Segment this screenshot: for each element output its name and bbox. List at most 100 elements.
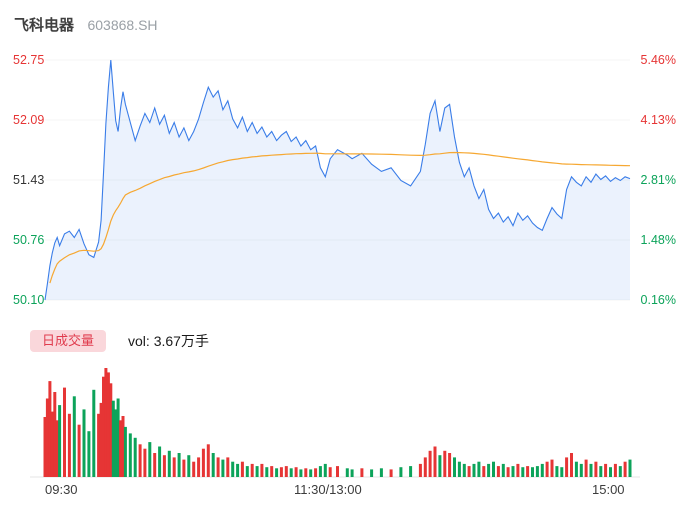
volume-bar <box>433 446 437 477</box>
average-price-line <box>49 151 631 284</box>
volume-bar <box>240 461 244 477</box>
volume-bar <box>128 433 132 477</box>
volume-bar <box>328 467 332 477</box>
volume-bar <box>531 467 534 477</box>
volume-bar <box>284 466 288 477</box>
volume-bar <box>111 400 115 477</box>
volume-bar <box>560 467 564 477</box>
volume-bar <box>289 468 293 477</box>
volume-bar <box>87 431 91 477</box>
volume-bar <box>487 463 491 477</box>
volume-bar <box>545 461 549 477</box>
volume-bar <box>143 448 147 477</box>
volume-bar <box>345 468 349 477</box>
volume-bar <box>467 466 471 477</box>
volume-bar <box>138 444 142 477</box>
volume-bar <box>594 461 598 477</box>
volume-bar <box>336 466 339 477</box>
percent-axis-label: 4.13% <box>640 113 676 127</box>
volume-bar <box>206 444 210 477</box>
volume-bar <box>104 368 108 477</box>
volume-bar <box>604 463 608 477</box>
volume-bar <box>77 424 81 477</box>
volume-bar <box>102 376 105 477</box>
time-label-open: 09:30 <box>45 482 78 497</box>
volume-bar <box>116 398 120 477</box>
volume-bar <box>496 466 500 477</box>
volume-bar <box>231 461 235 477</box>
volume-bar <box>162 455 166 477</box>
volume-bar <box>565 457 569 477</box>
volume-legend-pill[interactable]: 日成交量 <box>30 330 107 352</box>
volume-bar <box>275 468 279 477</box>
volume-bar <box>67 413 71 477</box>
volume-bar <box>97 413 101 477</box>
volume-bar <box>58 405 62 477</box>
volume-bar <box>245 466 249 477</box>
percent-axis-label: 5.46% <box>640 53 676 67</box>
volume-bar <box>55 420 59 477</box>
volume-bar <box>399 467 403 477</box>
percent-axis-label: 2.81% <box>640 173 676 187</box>
volume-bar <box>216 457 220 477</box>
volume-bar <box>119 420 123 477</box>
volume-chart[interactable] <box>0 360 686 485</box>
volume-bar <box>482 466 486 477</box>
price-line <box>44 59 631 301</box>
volume-bar <box>121 416 125 477</box>
volume-bar <box>265 467 269 477</box>
volume-bar <box>418 463 422 477</box>
volume-bar <box>521 467 525 477</box>
volume-bar <box>304 468 308 477</box>
price-axis-label: 50.10 <box>13 293 45 307</box>
price-axis-label: 52.75 <box>13 53 45 67</box>
price-axis-label: 50.76 <box>13 233 45 247</box>
volume-bar <box>516 463 520 477</box>
volume-bar <box>45 398 49 477</box>
volume-bar <box>409 466 413 477</box>
percent-axis-label: 0.16% <box>640 293 676 307</box>
volume-bar <box>153 453 157 477</box>
volume-bar <box>148 442 152 477</box>
volume-bar <box>453 457 456 477</box>
volume-bar <box>379 468 383 477</box>
stock-name: 飞科电器 <box>14 17 75 34</box>
volume-bar <box>43 417 47 477</box>
volume-bar <box>167 450 171 477</box>
volume-bar <box>236 463 240 477</box>
volume-bar <box>109 383 113 477</box>
volume-bar <box>53 392 57 477</box>
volume-bar <box>535 466 539 477</box>
volume-bar <box>318 466 322 477</box>
price-chart[interactable] <box>0 0 686 330</box>
volume-bar <box>72 396 76 477</box>
price-axis-label: 52.09 <box>13 113 45 127</box>
volume-bar <box>526 466 530 477</box>
volume-bar <box>99 402 103 477</box>
volume-bar <box>221 459 225 477</box>
volume-bar <box>82 409 86 477</box>
volume-bar <box>550 459 554 477</box>
volume-bar <box>114 409 118 477</box>
volume-bar <box>172 457 176 477</box>
volume-bar <box>187 455 191 477</box>
volume-bar <box>255 466 259 477</box>
volume-bar <box>423 457 427 477</box>
volume-bar <box>226 457 230 477</box>
volume-bar <box>462 463 466 477</box>
volume-bar <box>501 463 505 477</box>
volume-bar <box>477 461 481 477</box>
volume-bar <box>192 461 196 477</box>
volume-bar <box>511 466 515 477</box>
time-label-midday: 11:30/13:00 <box>294 482 362 497</box>
volume-bar <box>370 469 374 477</box>
volume-bar <box>177 453 181 477</box>
volume-bar <box>50 411 54 477</box>
volume-bar <box>270 466 274 477</box>
volume-bar <box>260 463 264 477</box>
volume-bar <box>609 467 612 477</box>
volume-bar <box>613 463 617 477</box>
volume-bar <box>294 467 298 477</box>
volume-bar <box>618 466 622 477</box>
